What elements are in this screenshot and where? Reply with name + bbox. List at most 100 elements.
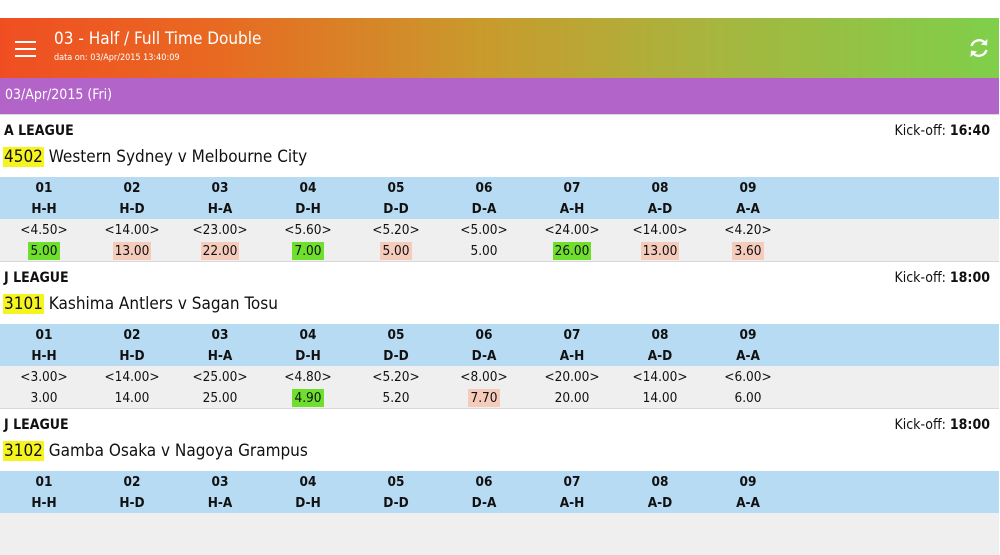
outcome-number-cell: 04 — [264, 177, 352, 198]
row-filler — [792, 345, 999, 366]
match-header: J LEAGUE Kick-off: 18:00 3101 Kashima An… — [0, 261, 999, 324]
previous-odds-cell — [616, 513, 704, 534]
current-odds-row: 5.00 13.00 22.00 7.00 5.00 5.00 26.00 13.00 3.60 — [0, 240, 999, 261]
outcome-number-cell: 08 — [616, 324, 704, 345]
previous-odds-cell: <14.00> — [88, 366, 176, 387]
current-odds-cell: 25.00 — [176, 387, 264, 408]
current-odds-cell: 4.90 — [264, 387, 352, 408]
previous-odds-cell — [528, 513, 616, 534]
current-odds-cell: 5.20 — [352, 387, 440, 408]
outcome-code-cell: D-H — [264, 345, 352, 366]
league-name: J LEAGUE — [4, 417, 69, 433]
previous-odds-cell: <3.00> — [0, 366, 88, 387]
current-odds-value — [306, 536, 310, 554]
outcome-number-cell: 05 — [352, 471, 440, 492]
outcome-code-row: H-H H-D H-A D-H D-D D-A A-H A-D A-A — [0, 492, 999, 513]
outcome-code-cell: H-H — [0, 492, 88, 513]
current-odds-value: 7.70 — [468, 388, 500, 407]
kickoff-label: Kick-off: — [894, 123, 946, 139]
previous-odds-cell — [352, 513, 440, 534]
row-filler — [792, 198, 999, 219]
current-odds-value: 13.00 — [640, 241, 680, 260]
outcome-number-cell: 06 — [440, 177, 528, 198]
current-odds-cell — [88, 534, 176, 555]
app-bar: 03 - Half / Full Time Double data on: 03… — [0, 18, 999, 78]
current-odds-cell — [0, 534, 88, 555]
current-odds-value — [394, 536, 398, 554]
outcome-code-cell: D-A — [440, 345, 528, 366]
previous-odds-cell — [440, 513, 528, 534]
current-odds-value — [218, 536, 222, 554]
match-card[interactable]: A LEAGUE Kick-off: 16:40 4502 Western Sy… — [0, 114, 999, 261]
current-odds-value: 3.00 — [30, 389, 58, 406]
match-card[interactable]: J LEAGUE Kick-off: 18:00 3101 Kashima An… — [0, 261, 999, 408]
current-odds-cell: 14.00 — [616, 387, 704, 408]
current-odds-value: 5.20 — [382, 389, 410, 406]
outcome-number-cell: 05 — [352, 177, 440, 198]
current-odds-value — [130, 536, 134, 554]
current-odds-cell — [440, 534, 528, 555]
previous-odds-cell: <5.00> — [440, 219, 528, 240]
outcome-number-cell: 01 — [0, 471, 88, 492]
outcome-code-row: H-H H-D H-A D-H D-D D-A A-H A-D A-A — [0, 345, 999, 366]
current-odds-value: 3.60 — [732, 241, 764, 260]
outcome-code-cell: D-A — [440, 198, 528, 219]
outcome-number-cell: 07 — [528, 177, 616, 198]
current-odds-cell — [528, 534, 616, 555]
data-timestamp: data on: 03/Apr/2015 13:40:09 — [54, 53, 180, 63]
row-filler — [792, 366, 999, 387]
outcome-code-cell: A-H — [528, 345, 616, 366]
current-odds-value: 7.00 — [292, 241, 324, 260]
current-odds-cell: 14.00 — [88, 387, 176, 408]
previous-odds-row: <3.00> <14.00> <25.00> <4.80> <5.20> <8.00> <2… — [0, 366, 999, 387]
previous-odds-cell: <5.20> — [352, 366, 440, 387]
outcome-code-cell: D-A — [440, 492, 528, 513]
kickoff-label: Kick-off: — [894, 270, 946, 286]
outcome-number-cell: 09 — [704, 177, 792, 198]
previous-odds-cell — [264, 513, 352, 534]
current-odds-row — [0, 534, 999, 555]
outcome-code-row: H-H H-D H-A D-H D-D D-A A-H A-D A-A — [0, 198, 999, 219]
hamburger-menu-icon[interactable] — [15, 41, 36, 57]
outcome-code-cell: H-H — [0, 198, 88, 219]
previous-odds-cell: <14.00> — [616, 366, 704, 387]
match-card[interactable]: J LEAGUE Kick-off: 18:00 3102 Gamba Osak… — [0, 408, 999, 555]
kickoff-time: 18:00 — [949, 417, 990, 433]
match-list: A LEAGUE Kick-off: 16:40 4502 Western Sy… — [0, 114, 1000, 555]
current-odds-cell: 20.00 — [528, 387, 616, 408]
current-odds-cell: 5.00 — [0, 240, 88, 261]
outcome-number-cell: 03 — [176, 471, 264, 492]
row-filler — [792, 534, 999, 555]
outcome-code-cell: A-D — [616, 198, 704, 219]
outcome-code-cell: H-A — [176, 345, 264, 366]
outcome-number-row: 01 02 03 04 05 06 07 08 09 — [0, 324, 999, 345]
match-header: A LEAGUE Kick-off: 16:40 4502 Western Sy… — [0, 114, 999, 177]
league-name: J LEAGUE — [4, 270, 69, 286]
outcome-number-cell: 04 — [264, 471, 352, 492]
refresh-icon[interactable] — [967, 36, 991, 60]
outcome-number-cell: 02 — [88, 177, 176, 198]
current-odds-cell: 13.00 — [616, 240, 704, 261]
match-header: J LEAGUE Kick-off: 18:00 3102 Gamba Osak… — [0, 408, 999, 471]
current-odds-value: 13.00 — [112, 241, 152, 260]
previous-odds-cell — [176, 513, 264, 534]
previous-odds-cell: <4.80> — [264, 366, 352, 387]
kickoff-info: Kick-off: 16:40 — [895, 123, 991, 139]
previous-odds-cell: <4.20> — [704, 219, 792, 240]
previous-odds-cell: <20.00> — [528, 366, 616, 387]
current-odds-cell: 5.00 — [352, 240, 440, 261]
fixture: 3101 Kashima Antlers v Sagan Tosu — [3, 292, 278, 316]
title-block: 03 - Half / Full Time Double data on: 03… — [54, 29, 261, 64]
outcome-number-cell: 01 — [0, 324, 88, 345]
kickoff-info: Kick-off: 18:00 — [895, 270, 991, 286]
previous-odds-cell: <25.00> — [176, 366, 264, 387]
top-spacer — [0, 0, 1000, 18]
row-filler — [792, 240, 999, 261]
current-odds-cell — [264, 534, 352, 555]
kickoff-time: 16:40 — [949, 123, 990, 139]
current-odds-cell — [176, 534, 264, 555]
outcome-number-cell: 03 — [176, 177, 264, 198]
outcome-number-cell: 09 — [704, 471, 792, 492]
previous-odds-cell: <24.00> — [528, 219, 616, 240]
current-odds-value — [42, 536, 46, 554]
